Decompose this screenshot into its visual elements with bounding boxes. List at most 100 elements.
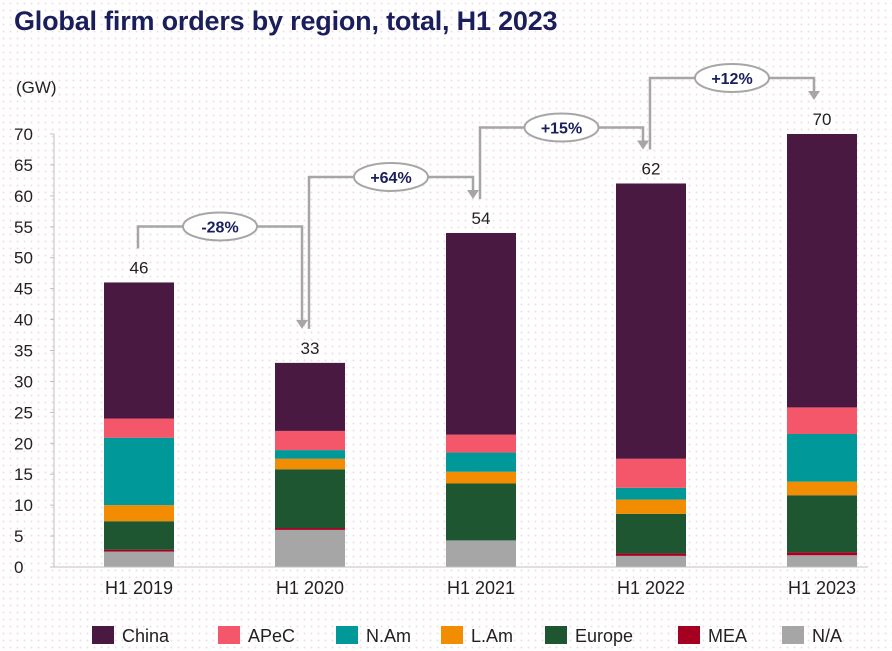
y-axis-unit-label: (GW) — [16, 78, 57, 97]
change-label: -28% — [201, 219, 238, 236]
bar-segment-n-a — [275, 529, 345, 567]
bar-segment-china — [616, 183, 686, 459]
legend-item-europe: Europe — [545, 626, 633, 646]
y-tick-label: 55 — [14, 218, 33, 237]
change-arrow: +64% — [307, 161, 479, 329]
total-label: 62 — [642, 159, 661, 178]
total-label: 33 — [301, 339, 320, 358]
change-annotations: -28% +64% +15% +12% — [136, 63, 820, 329]
bar-segment-apec — [446, 434, 516, 453]
bar-segment-mea — [787, 552, 857, 556]
change-arrow-head — [467, 189, 479, 199]
bar-segment-l-am — [616, 499, 686, 514]
change-label: +12% — [711, 71, 752, 88]
y-tick-label: 60 — [14, 187, 33, 206]
change-arrow: +12% — [648, 63, 820, 150]
legend-label: China — [122, 626, 170, 646]
x-tick-label: H1 2023 — [788, 578, 856, 598]
legend-label: APeC — [248, 626, 295, 646]
legend-label: L.Am — [471, 626, 513, 646]
bar-segment-mea — [616, 553, 686, 556]
bar-segment-mea — [104, 549, 174, 552]
y-tick-label: 10 — [14, 496, 33, 515]
bar-segment-n-am — [616, 487, 686, 500]
bar-segment-l-am — [446, 471, 516, 484]
bar-segment-china — [275, 362, 345, 431]
legend-item-mea: MEA — [678, 626, 747, 646]
x-tick-label: H1 2021 — [447, 578, 515, 598]
bar-stack — [787, 134, 857, 567]
bar-segment-china — [787, 134, 857, 408]
bar-segment-europe — [104, 521, 174, 550]
change-arrow-head — [637, 140, 649, 150]
legend-swatch — [678, 626, 700, 644]
y-tick-label: 30 — [14, 372, 33, 391]
change-label-oval — [694, 63, 770, 93]
change-label-oval — [353, 161, 429, 192]
bar-segment-l-am — [275, 458, 345, 470]
change-arrow: +15% — [478, 112, 649, 199]
bar-stack — [616, 183, 686, 567]
change-label-oval — [523, 112, 600, 143]
x-tick-label: H1 2019 — [105, 578, 173, 598]
total-label: 46 — [130, 258, 149, 277]
x-axis: H1 2019 H1 2020 H1 2021 H1 2022 H1 2023 — [54, 566, 868, 598]
bar-segment-europe — [787, 495, 857, 553]
bar-segment-apec — [275, 430, 345, 451]
change-arrow-head — [808, 91, 820, 100]
y-tick-label: 70 — [14, 125, 33, 144]
change-arrow: -28% — [136, 211, 308, 329]
legend-swatch — [782, 626, 804, 644]
legend-item-l-am: L.Am — [441, 626, 513, 646]
total-label: 70 — [813, 110, 832, 129]
legend: China APeC N.Am L.Am Europe MEA N/A — [92, 626, 842, 646]
legend-label: Europe — [575, 626, 633, 646]
bar-segment-mea — [275, 528, 345, 530]
bar-segment-europe — [616, 513, 686, 554]
bar-stack — [446, 232, 516, 567]
total-labels: 46 33 54 62 70 — [130, 110, 832, 358]
change-label: +64% — [370, 170, 411, 187]
bar-segment-n-a — [787, 555, 857, 567]
y-tick-label: 40 — [14, 311, 33, 330]
y-tick-label: 50 — [14, 249, 33, 268]
y-tick-label: 25 — [14, 403, 33, 422]
legend-swatch — [441, 626, 463, 644]
x-tick-label: H1 2022 — [617, 578, 685, 598]
legend-swatch — [218, 626, 240, 644]
legend-item-n-am: N.Am — [336, 626, 411, 646]
legend-swatch — [545, 626, 567, 644]
legend-swatch — [336, 626, 358, 644]
total-label: 54 — [472, 209, 491, 228]
bar-segment-apec — [616, 458, 686, 488]
y-tick-label: 45 — [14, 280, 33, 299]
legend-label: N.Am — [366, 626, 411, 646]
change-arrow-head — [296, 319, 308, 329]
y-tick-label: 65 — [14, 156, 33, 175]
legend-item-n-a: N/A — [782, 626, 842, 646]
bar-segment-n-am — [787, 434, 857, 482]
legend-label: N/A — [812, 626, 842, 646]
bar-segment-l-am — [104, 505, 174, 522]
bar-segment-apec — [104, 418, 174, 438]
y-tick-label: 20 — [14, 434, 33, 453]
x-tick-label: H1 2020 — [276, 578, 344, 598]
bar-segment-l-am — [787, 481, 857, 496]
y-axis: 0 5 10 15 20 25 30 35 40 45 50 55 60 65 70 — [14, 125, 55, 577]
bars — [104, 134, 857, 567]
bar-segment-n-am — [104, 437, 174, 506]
bar-segment-n-a — [104, 551, 174, 567]
legend-label: MEA — [708, 626, 747, 646]
bar-stack — [104, 282, 174, 567]
change-label-oval — [182, 211, 258, 242]
bar-segment-apec — [787, 407, 857, 435]
bar-stack — [275, 362, 345, 567]
legend-item-china: China — [92, 626, 170, 646]
bar-segment-n-a — [616, 555, 686, 567]
y-tick-label: 15 — [14, 465, 33, 484]
bar-segment-europe — [446, 483, 516, 541]
y-tick-label: 35 — [14, 342, 33, 361]
bar-segment-china — [446, 232, 516, 435]
y-tick-label: 0 — [14, 558, 23, 577]
